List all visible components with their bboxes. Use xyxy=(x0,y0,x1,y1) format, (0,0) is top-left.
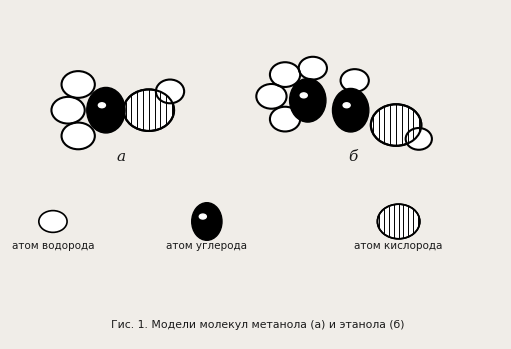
Text: атом углерода: атом углерода xyxy=(167,241,247,251)
Ellipse shape xyxy=(371,104,421,146)
Ellipse shape xyxy=(257,84,287,109)
Ellipse shape xyxy=(290,79,326,122)
Text: атом водорода: атом водорода xyxy=(12,241,94,251)
Ellipse shape xyxy=(406,128,432,150)
Ellipse shape xyxy=(87,88,125,133)
Ellipse shape xyxy=(333,88,369,132)
Ellipse shape xyxy=(270,62,300,87)
Text: а: а xyxy=(117,150,126,164)
Ellipse shape xyxy=(378,204,420,239)
Ellipse shape xyxy=(61,122,95,149)
Ellipse shape xyxy=(270,107,300,132)
Ellipse shape xyxy=(343,103,350,108)
Text: Гис. 1. Модели молекул метанола (а) и этанола (б): Гис. 1. Модели молекул метанола (а) и эт… xyxy=(110,320,404,331)
Ellipse shape xyxy=(199,214,206,219)
Ellipse shape xyxy=(52,97,85,124)
Text: атом кислорода: атом кислорода xyxy=(355,241,443,251)
Ellipse shape xyxy=(299,57,327,80)
Ellipse shape xyxy=(61,71,95,98)
Text: б: б xyxy=(349,150,358,164)
Ellipse shape xyxy=(98,103,105,108)
Ellipse shape xyxy=(340,69,369,92)
Ellipse shape xyxy=(300,93,307,98)
Ellipse shape xyxy=(192,203,222,240)
Ellipse shape xyxy=(124,89,174,131)
Ellipse shape xyxy=(156,80,184,103)
Ellipse shape xyxy=(39,210,67,232)
